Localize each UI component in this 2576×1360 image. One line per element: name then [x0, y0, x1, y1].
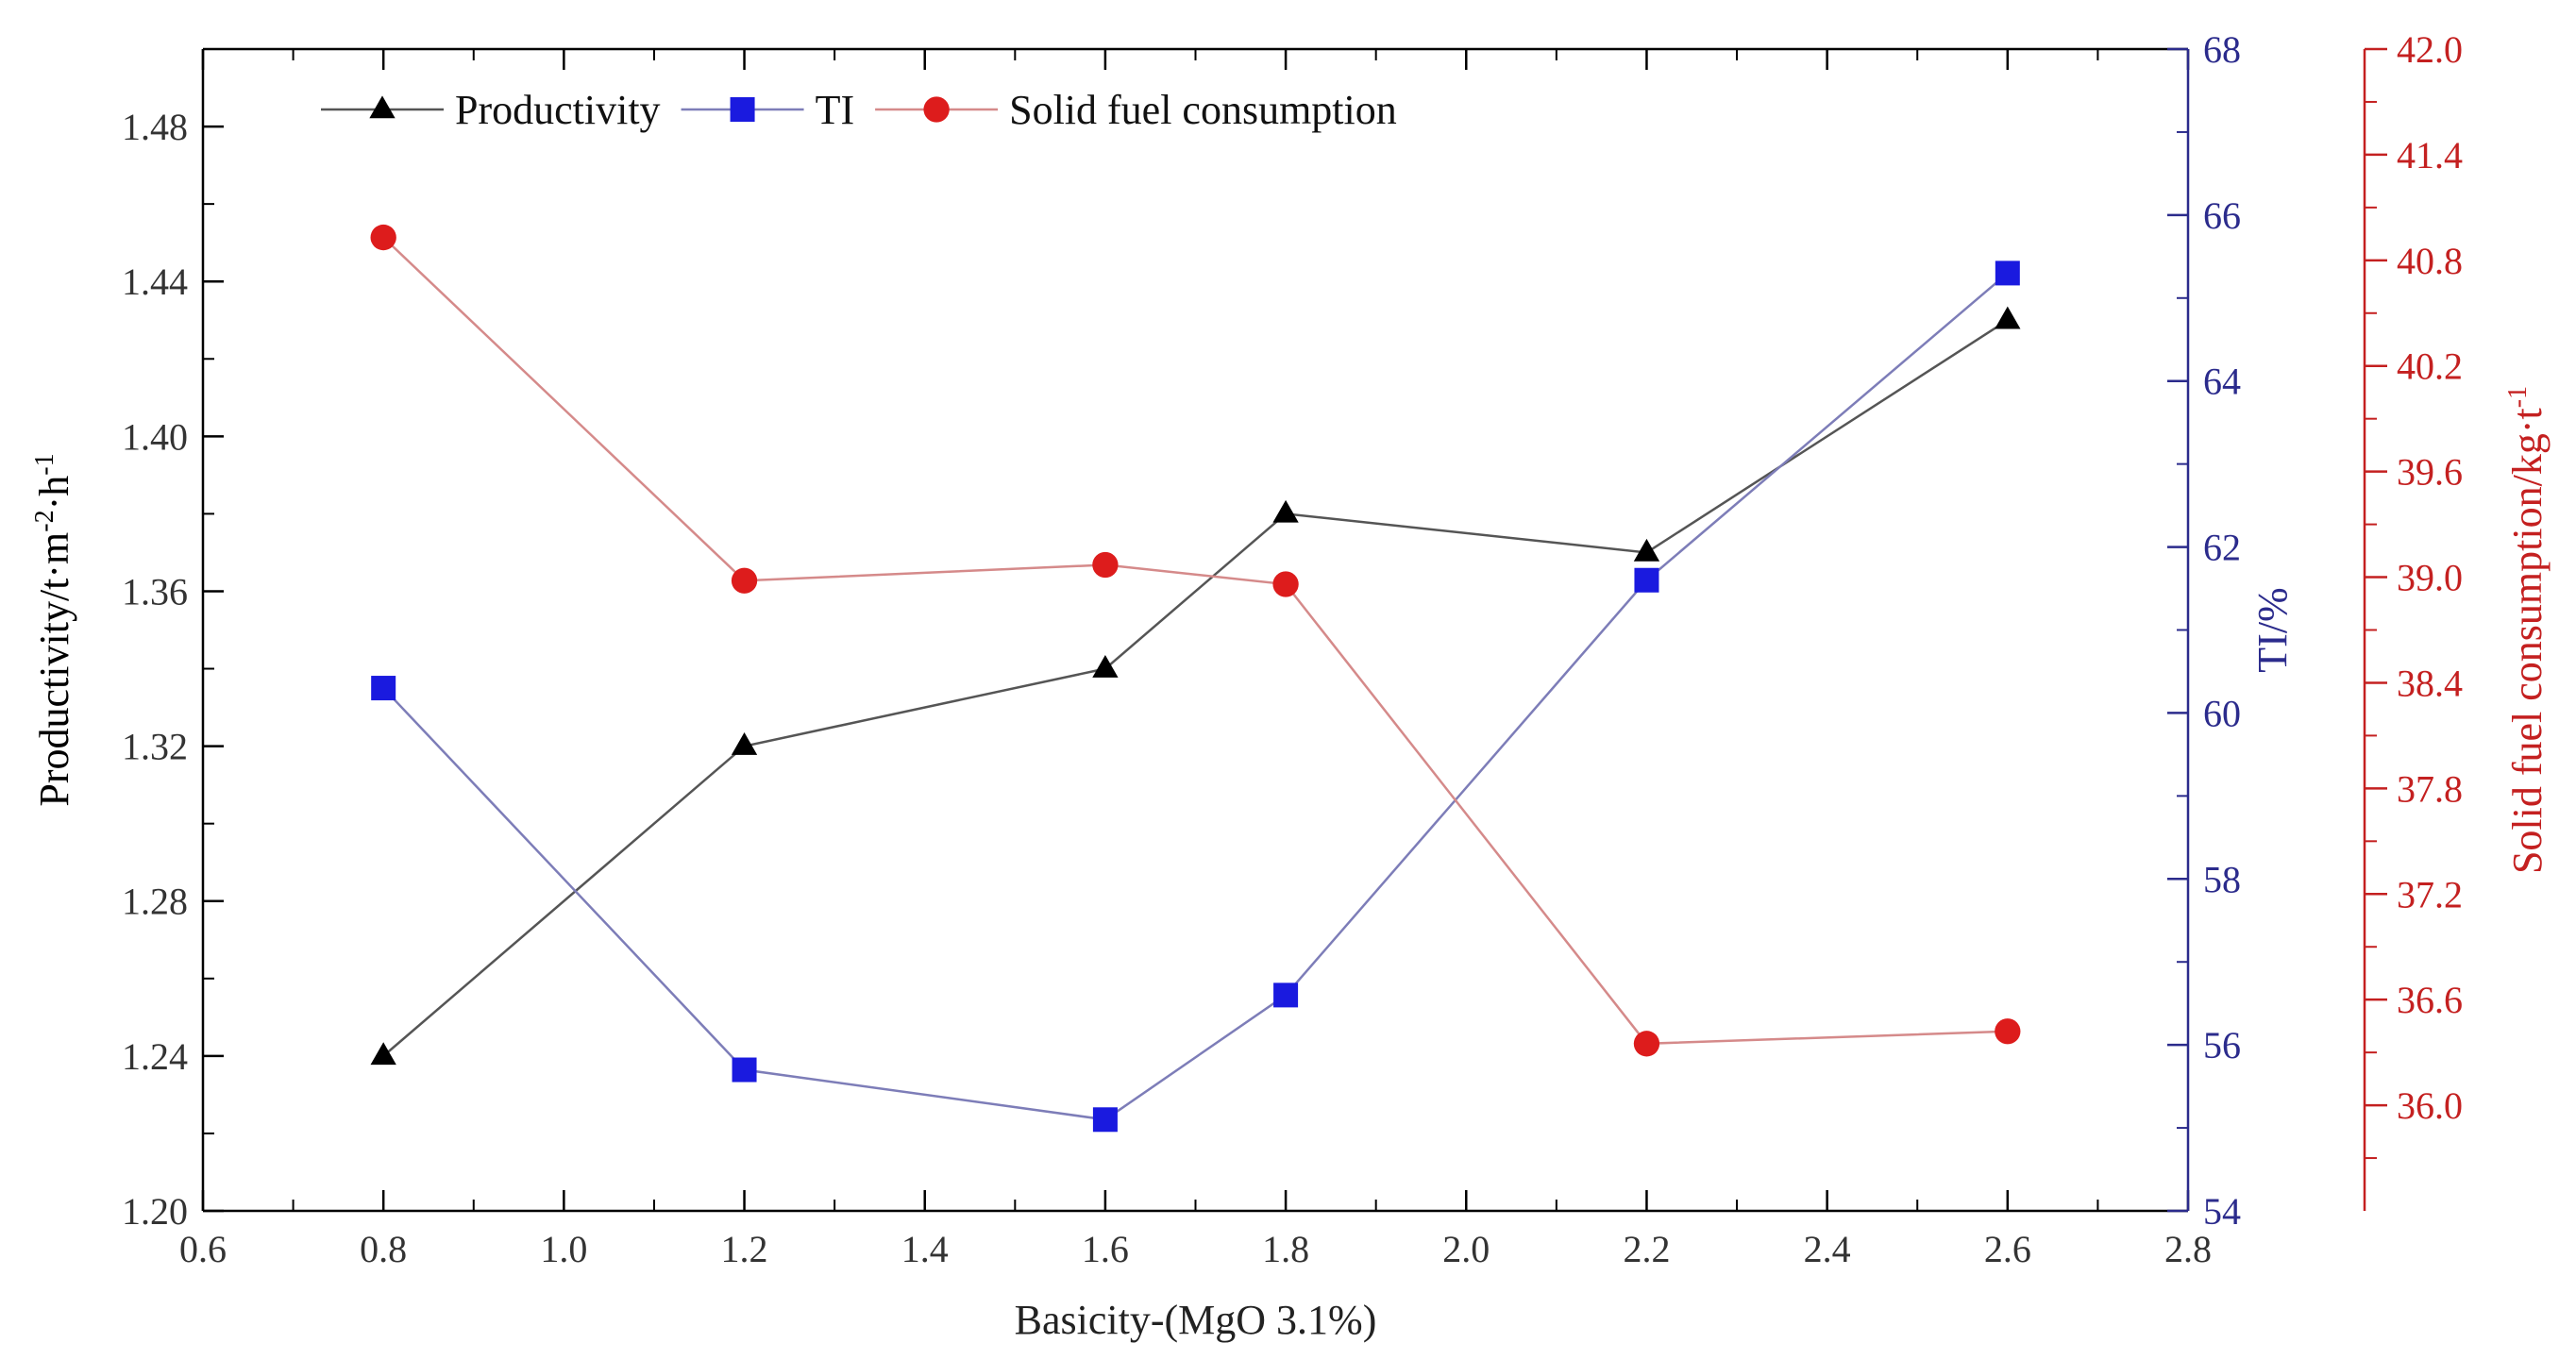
fuel-tick-label: 39.0: [2397, 557, 2463, 599]
fuel-tick-label: 36.0: [2397, 1084, 2463, 1127]
left-axis-title-text: Productivity/t·m: [31, 532, 77, 807]
left-axis-title-mid: ·h: [31, 476, 77, 511]
ti-point: [1634, 567, 1659, 593]
ti-point: [1273, 982, 1299, 1008]
x-tick-label: 1.6: [1082, 1228, 1129, 1270]
productivity-point: [1995, 306, 2021, 329]
productivity-point: [370, 1042, 396, 1066]
plot-frame-layer: [201, 47, 2188, 1213]
ti-tick-label: 64: [2203, 361, 2241, 403]
fuel-tick-label: 39.6: [2397, 451, 2463, 494]
series-markers-layer: [370, 224, 2021, 1133]
left-tick-label: 1.20: [122, 1190, 188, 1233]
ti-tick-label: 68: [2203, 28, 2241, 71]
x-tick-label: 1.0: [540, 1228, 587, 1270]
solid-fuel-consumption-point: [1272, 571, 1299, 597]
solid-fuel-consumption-line: [382, 236, 2008, 1046]
left-tick-label: 1.32: [122, 726, 188, 768]
ti-tick-label: 62: [2203, 527, 2241, 569]
x-tick-label: 2.6: [1984, 1228, 2031, 1270]
productivity-point: [731, 732, 758, 755]
x-tick-label: 0.6: [179, 1228, 227, 1270]
fuel-axis-title: Solid fuel consumption/kg·t-1: [2503, 386, 2551, 874]
fuel-tick-label: 37.2: [2397, 873, 2463, 915]
ti-tick-label: 60: [2203, 692, 2241, 734]
left-axis-title-sup: -1: [30, 453, 59, 475]
fuel-tick-label: 40.8: [2397, 240, 2463, 282]
left-tick-label: 1.28: [122, 881, 188, 923]
fuel-tick-label: 38.4: [2397, 662, 2463, 704]
legend-marker-productivity: [369, 95, 396, 119]
ti-point: [1995, 260, 2020, 286]
ti-tick-label: 66: [2203, 194, 2241, 237]
solid-fuel-consumption-point: [1633, 1031, 1660, 1057]
x-tick-label: 1.4: [901, 1228, 949, 1270]
ti-line: [382, 272, 2009, 1121]
solid-fuel-consumption-point: [1092, 551, 1119, 579]
ti-axis-title: TI/%: [2249, 587, 2296, 672]
fuel-tick-label: 36.6: [2397, 979, 2463, 1021]
legend: Productivity TI Solid fuel consumption: [321, 87, 1397, 133]
ti-tick-label: 56: [2203, 1024, 2241, 1066]
x-tick-label: 0.8: [360, 1228, 407, 1270]
ti-tick-label: 54: [2203, 1190, 2241, 1233]
left-tick-label: 1.24: [122, 1035, 188, 1078]
ti-point: [371, 676, 396, 701]
x-tick-label: 2.8: [2164, 1228, 2212, 1270]
axes-layer: 0.6 0.8 1.0 1.2 1.4 1.6 1.8 2.0 2.2 2.4 2.6 2.8 Basi…: [30, 28, 2551, 1343]
ti-point: [732, 1057, 757, 1083]
left-axis-title-sup: -2: [30, 510, 59, 531]
fuel-tick-label: 40.2: [2397, 345, 2463, 388]
x-tick-label: 1.8: [1262, 1228, 1309, 1270]
solid-fuel-consumption-point: [1995, 1018, 2021, 1045]
ti-tick-label: 58: [2203, 858, 2241, 900]
x-tick-label: 2.2: [1623, 1228, 1670, 1270]
productivity-point: [1633, 538, 1660, 562]
productivity-point: [1092, 654, 1119, 678]
legend-label-solid-fuel-consumption: Solid fuel consumption: [1009, 87, 1397, 133]
fuel-axis-title-text: Solid fuel consumption/kg·t: [2504, 408, 2551, 874]
fuel-tick-label: 41.4: [2397, 134, 2463, 176]
fuel-axis-title-sup: -1: [2503, 386, 2533, 408]
productivity-point: [1272, 499, 1299, 523]
fuel-tick-label: 42.0: [2397, 28, 2463, 71]
legend-label-productivity: Productivity: [455, 87, 661, 133]
x-tick-label: 1.2: [721, 1228, 768, 1270]
series-lines-layer: [382, 236, 2009, 1121]
fuel-tick-label: 37.8: [2397, 767, 2463, 810]
x-tick-label: 2.4: [1804, 1228, 1851, 1270]
legend-marker-solid-fuel-consumption: [923, 96, 950, 123]
x-axis-title: Basicity-(MgO 3.1%): [1015, 1297, 1377, 1343]
x-tick-label: 2.0: [1442, 1228, 1490, 1270]
productivity-line: [382, 319, 2009, 1057]
left-axis-title: Productivity/t·m-2·h-1: [30, 453, 77, 806]
solid-fuel-consumption-point: [731, 567, 758, 594]
left-tick-label: 1.40: [122, 415, 188, 458]
legend-label-ti: TI: [816, 87, 855, 133]
ti-point: [1092, 1107, 1118, 1133]
left-tick-label: 1.44: [122, 260, 188, 303]
left-tick-label: 1.36: [122, 570, 188, 613]
legend-marker-ti: [730, 97, 755, 122]
solid-fuel-consumption-point: [370, 224, 396, 251]
left-tick-label: 1.48: [122, 106, 188, 148]
